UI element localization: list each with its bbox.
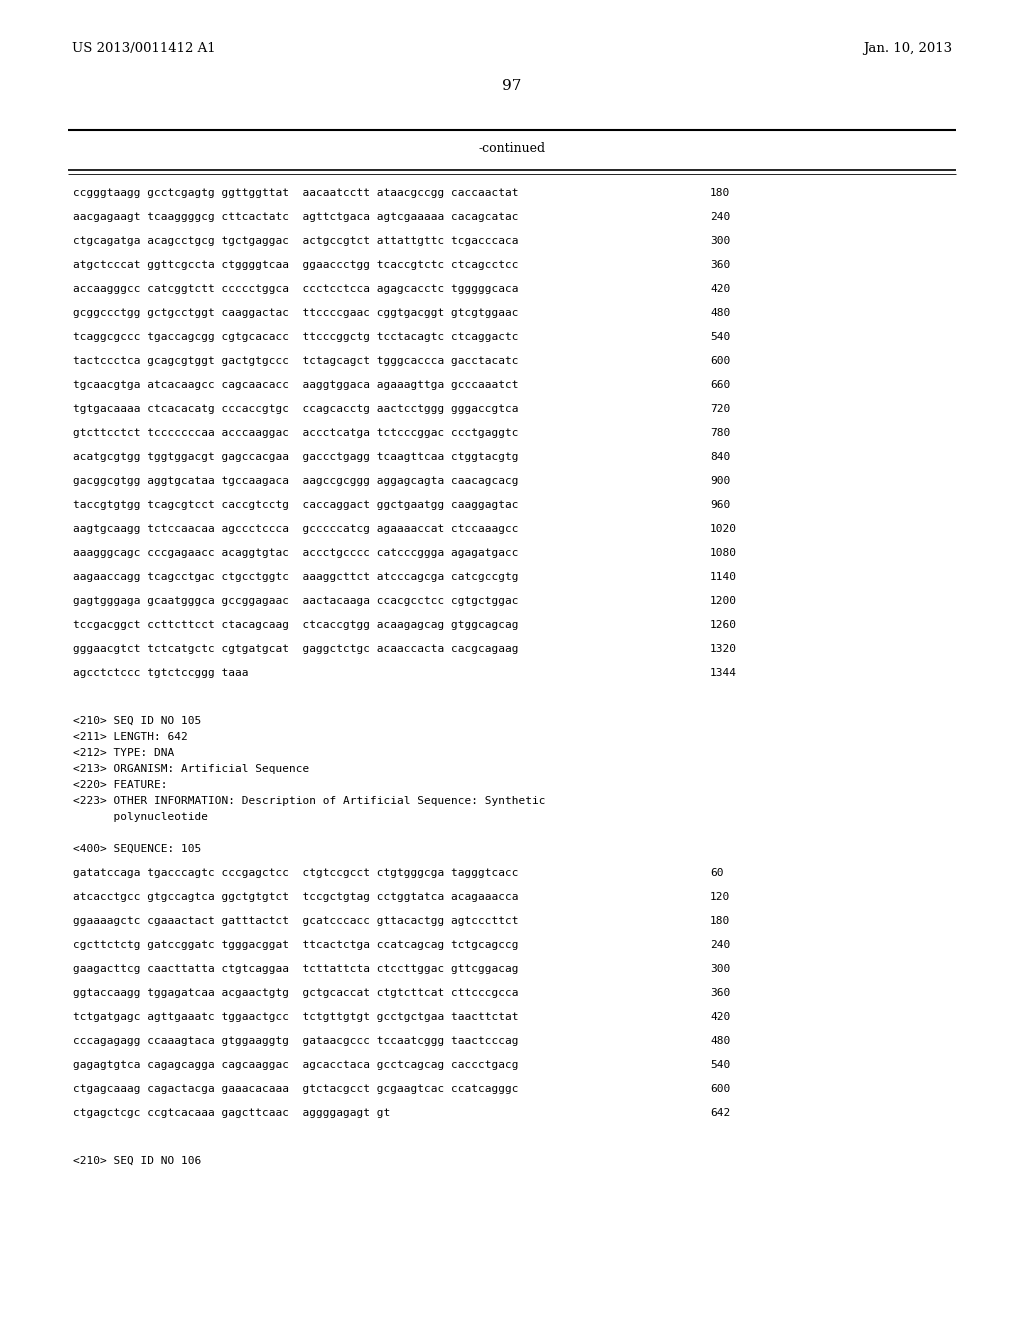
Text: 180: 180 <box>710 916 730 927</box>
Text: cgcttctctg gatccggatc tgggacggat  ttcactctga ccatcagcag tctgcagccg: cgcttctctg gatccggatc tgggacggat ttcactc… <box>73 940 518 950</box>
Text: 960: 960 <box>710 500 730 510</box>
Text: 540: 540 <box>710 1060 730 1071</box>
Text: <212> TYPE: DNA: <212> TYPE: DNA <box>73 748 174 758</box>
Text: 420: 420 <box>710 284 730 294</box>
Text: cccagagagg ccaaagtaca gtggaaggtg  gataacgccc tccaatcggg taactcccag: cccagagagg ccaaagtaca gtggaaggtg gataacg… <box>73 1036 518 1045</box>
Text: -continued: -continued <box>478 143 546 154</box>
Text: <223> OTHER INFORMATION: Description of Artificial Sequence: Synthetic: <223> OTHER INFORMATION: Description of … <box>73 796 546 807</box>
Text: aagtgcaagg tctccaacaa agccctccca  gcccccatcg agaaaaccat ctccaaagcc: aagtgcaagg tctccaacaa agccctccca gccccca… <box>73 524 518 535</box>
Text: acatgcgtgg tggtggacgt gagccacgaa  gaccctgagg tcaagttcaa ctggtacgtg: acatgcgtgg tggtggacgt gagccacgaa gaccctg… <box>73 451 518 462</box>
Text: atcacctgcc gtgccagtca ggctgtgtct  tccgctgtag cctggtatca acagaaacca: atcacctgcc gtgccagtca ggctgtgtct tccgctg… <box>73 892 518 902</box>
Text: gagagtgtca cagagcagga cagcaaggac  agcacctaca gcctcagcag caccctgacg: gagagtgtca cagagcagga cagcaaggac agcacct… <box>73 1060 518 1071</box>
Text: <210> SEQ ID NO 106: <210> SEQ ID NO 106 <box>73 1156 202 1166</box>
Text: 97: 97 <box>503 79 521 92</box>
Text: 600: 600 <box>710 1084 730 1094</box>
Text: taccgtgtgg tcagcgtcct caccgtcctg  caccaggact ggctgaatgg caaggagtac: taccgtgtgg tcagcgtcct caccgtcctg caccagg… <box>73 500 518 510</box>
Text: 480: 480 <box>710 308 730 318</box>
Text: 540: 540 <box>710 333 730 342</box>
Text: polynucleotide: polynucleotide <box>73 812 208 822</box>
Text: gagtgggaga gcaatgggca gccggagaac  aactacaaga ccacgcctcc cgtgctggac: gagtgggaga gcaatgggca gccggagaac aactaca… <box>73 597 518 606</box>
Text: 120: 120 <box>710 892 730 902</box>
Text: gatatccaga tgacccagtc cccgagctcc  ctgtccgcct ctgtgggcga tagggtcacc: gatatccaga tgacccagtc cccgagctcc ctgtccg… <box>73 869 518 878</box>
Text: atgctcccat ggttcgccta ctggggtcaa  ggaaccctgg tcaccgtctc ctcagcctcc: atgctcccat ggttcgccta ctggggtcaa ggaaccc… <box>73 260 518 271</box>
Text: 360: 360 <box>710 260 730 271</box>
Text: aaagggcagc cccgagaacc acaggtgtac  accctgcccc catcccggga agagatgacc: aaagggcagc cccgagaacc acaggtgtac accctgc… <box>73 548 518 558</box>
Text: 60: 60 <box>710 869 724 878</box>
Text: tctgatgagc agttgaaatc tggaactgcc  tctgttgtgt gcctgctgaa taacttctat: tctgatgagc agttgaaatc tggaactgcc tctgttg… <box>73 1012 518 1022</box>
Text: 660: 660 <box>710 380 730 389</box>
Text: Jan. 10, 2013: Jan. 10, 2013 <box>863 42 952 55</box>
Text: 180: 180 <box>710 187 730 198</box>
Text: ggaaaagctc cgaaactact gatttactct  gcatcccacc gttacactgg agtcccttct: ggaaaagctc cgaaactact gatttactct gcatccc… <box>73 916 518 927</box>
Text: tcaggcgccc tgaccagcgg cgtgcacacc  ttcccggctg tcctacagtc ctcaggactc: tcaggcgccc tgaccagcgg cgtgcacacc ttcccgg… <box>73 333 518 342</box>
Text: 840: 840 <box>710 451 730 462</box>
Text: US 2013/0011412 A1: US 2013/0011412 A1 <box>72 42 216 55</box>
Text: <220> FEATURE:: <220> FEATURE: <box>73 780 168 789</box>
Text: ggtaccaagg tggagatcaa acgaactgtg  gctgcaccat ctgtcttcat cttcccgcca: ggtaccaagg tggagatcaa acgaactgtg gctgcac… <box>73 987 518 998</box>
Text: ctgcagatga acagcctgcg tgctgaggac  actgccgtct attattgttc tcgacccaca: ctgcagatga acagcctgcg tgctgaggac actgccg… <box>73 236 518 246</box>
Text: ctgagctcgc ccgtcacaaa gagcttcaac  aggggagagt gt: ctgagctcgc ccgtcacaaa gagcttcaac aggggag… <box>73 1107 390 1118</box>
Text: tactccctca gcagcgtggt gactgtgccc  tctagcagct tgggcaccca gacctacatc: tactccctca gcagcgtggt gactgtgccc tctagca… <box>73 356 518 366</box>
Text: 1344: 1344 <box>710 668 737 678</box>
Text: 1200: 1200 <box>710 597 737 606</box>
Text: gaagacttcg caacttatta ctgtcaggaa  tcttattcta ctccttggac gttcggacag: gaagacttcg caacttatta ctgtcaggaa tcttatt… <box>73 964 518 974</box>
Text: 600: 600 <box>710 356 730 366</box>
Text: 240: 240 <box>710 940 730 950</box>
Text: <400> SEQUENCE: 105: <400> SEQUENCE: 105 <box>73 843 202 854</box>
Text: <213> ORGANISM: Artificial Sequence: <213> ORGANISM: Artificial Sequence <box>73 764 309 774</box>
Text: gtcttcctct tcccccccaa acccaaggac  accctcatga tctcccggac ccctgaggtc: gtcttcctct tcccccccaa acccaaggac accctca… <box>73 428 518 438</box>
Text: <211> LENGTH: 642: <211> LENGTH: 642 <box>73 733 187 742</box>
Text: accaagggcc catcggtctt ccccctggca  ccctcctcca agagcacctc tgggggcaca: accaagggcc catcggtctt ccccctggca ccctcct… <box>73 284 518 294</box>
Text: 360: 360 <box>710 987 730 998</box>
Text: 900: 900 <box>710 477 730 486</box>
Text: 1320: 1320 <box>710 644 737 653</box>
Text: tccgacggct ccttcttcct ctacagcaag  ctcaccgtgg acaagagcag gtggcagcag: tccgacggct ccttcttcct ctacagcaag ctcaccg… <box>73 620 518 630</box>
Text: gacggcgtgg aggtgcataa tgccaagaca  aagccgcggg aggagcagta caacagcacg: gacggcgtgg aggtgcataa tgccaagaca aagccgc… <box>73 477 518 486</box>
Text: tgtgacaaaa ctcacacatg cccaccgtgc  ccagcacctg aactcctggg gggaccgtca: tgtgacaaaa ctcacacatg cccaccgtgc ccagcac… <box>73 404 518 414</box>
Text: 642: 642 <box>710 1107 730 1118</box>
Text: 1020: 1020 <box>710 524 737 535</box>
Text: 420: 420 <box>710 1012 730 1022</box>
Text: 240: 240 <box>710 213 730 222</box>
Text: 300: 300 <box>710 236 730 246</box>
Text: gggaacgtct tctcatgctc cgtgatgcat  gaggctctgc acaaccacta cacgcagaag: gggaacgtct tctcatgctc cgtgatgcat gaggctc… <box>73 644 518 653</box>
Text: <210> SEQ ID NO 105: <210> SEQ ID NO 105 <box>73 715 202 726</box>
Text: agcctctccc tgtctccggg taaa: agcctctccc tgtctccggg taaa <box>73 668 249 678</box>
Text: aacgagaagt tcaaggggcg cttcactatc  agttctgaca agtcgaaaaa cacagcatac: aacgagaagt tcaaggggcg cttcactatc agttctg… <box>73 213 518 222</box>
Text: 1260: 1260 <box>710 620 737 630</box>
Text: ctgagcaaag cagactacga gaaacacaaa  gtctacgcct gcgaagtcac ccatcagggc: ctgagcaaag cagactacga gaaacacaaa gtctacg… <box>73 1084 518 1094</box>
Text: 480: 480 <box>710 1036 730 1045</box>
Text: 300: 300 <box>710 964 730 974</box>
Text: aagaaccagg tcagcctgac ctgcctggtc  aaaggcttct atcccagcga catcgccgtg: aagaaccagg tcagcctgac ctgcctggtc aaaggct… <box>73 572 518 582</box>
Text: ccgggtaagg gcctcgagtg ggttggttat  aacaatcctt ataacgccgg caccaactat: ccgggtaagg gcctcgagtg ggttggttat aacaatc… <box>73 187 518 198</box>
Text: gcggccctgg gctgcctggt caaggactac  ttccccgaac cggtgacggt gtcgtggaac: gcggccctgg gctgcctggt caaggactac ttccccg… <box>73 308 518 318</box>
Text: tgcaacgtga atcacaagcc cagcaacacc  aaggtggaca agaaagttga gcccaaatct: tgcaacgtga atcacaagcc cagcaacacc aaggtgg… <box>73 380 518 389</box>
Text: 720: 720 <box>710 404 730 414</box>
Text: 1140: 1140 <box>710 572 737 582</box>
Text: 1080: 1080 <box>710 548 737 558</box>
Text: 780: 780 <box>710 428 730 438</box>
